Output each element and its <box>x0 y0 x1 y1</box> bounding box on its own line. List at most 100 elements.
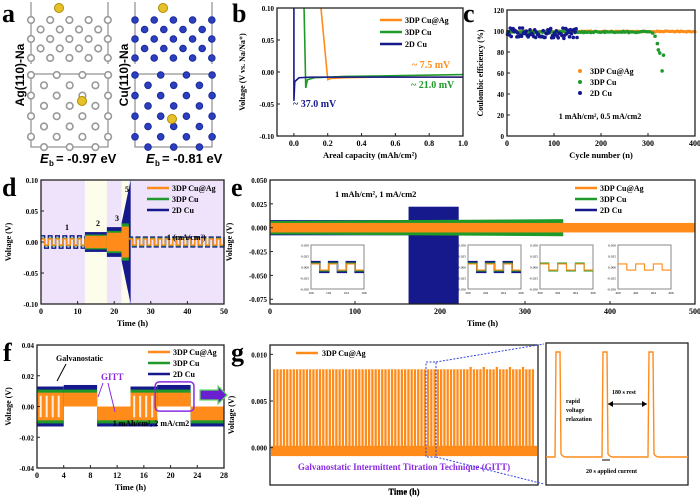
y-tick-label: -0.025 <box>249 249 268 257</box>
atom <box>84 53 93 63</box>
eb-ag: E b = -0.97 eV <box>40 151 117 168</box>
y-axis-label: Coulombic efficiency (%) <box>476 29 485 116</box>
x-tick-label: 100 <box>349 307 361 316</box>
gitt-pulse <box>387 369 390 457</box>
inset-2: -0.050 -0.025 0.000 0.025 0.050 200 202 204 206 <box>457 244 524 296</box>
zoom-selection-box <box>425 361 437 458</box>
gitt-pulse <box>318 369 322 457</box>
gitt-pulse <box>508 366 512 457</box>
inset-y-tick-label: 0.025 <box>608 255 616 259</box>
legend-label: 3DP Cu@Ag <box>172 184 216 193</box>
annotation-cu-ag: ~ 7.5 mV <box>412 60 451 71</box>
point-2d-cu <box>561 26 565 30</box>
x-tick-label: 0.8 <box>424 139 434 148</box>
inset-x-tick-label: 106 <box>361 291 367 295</box>
y-tick-label: -0.05 <box>23 270 38 278</box>
atom <box>169 54 178 62</box>
gitt-pulse <box>443 369 446 457</box>
atom <box>198 25 206 34</box>
gitt-pulse <box>430 369 433 457</box>
arrow-head-icon <box>642 401 647 407</box>
atom <box>150 54 158 62</box>
gitt-pulse <box>456 369 459 457</box>
segment-3dp-cu-ag <box>63 392 98 407</box>
y-tick-label: 0.04 <box>22 342 35 350</box>
inset-y-tick-label: -0.025 <box>300 277 309 281</box>
gitt-pulse <box>322 369 325 457</box>
inset-y-tick-label: -0.050 <box>300 288 309 292</box>
inset-y-tick-label: 0.025 <box>458 255 466 259</box>
na-atom <box>54 3 64 13</box>
atom <box>103 70 113 80</box>
point-2d-cu <box>574 27 578 31</box>
atom <box>169 143 178 151</box>
y-tick-label: 0.05 <box>262 37 275 45</box>
atom <box>26 70 36 80</box>
panel-label-e: e <box>231 173 243 202</box>
legend-marker <box>578 80 582 84</box>
y-axis-label: Voltage (V) <box>225 222 234 261</box>
atom <box>169 102 178 110</box>
inset-y-tick-label: -0.050 <box>607 288 616 292</box>
point-2d-cu <box>533 35 538 40</box>
x-axis-label: Time (h) <box>467 318 498 328</box>
legend-marker <box>578 69 582 73</box>
y-tick-label: 80 <box>497 49 505 57</box>
atom <box>52 112 61 121</box>
gitt-pulse <box>276 369 279 457</box>
gitt-pulse <box>521 366 525 457</box>
x-tick-label: 500 <box>689 307 700 316</box>
gitt-pulse <box>282 369 286 457</box>
atom <box>156 71 165 79</box>
atom <box>160 25 168 34</box>
inset-y-tick-label: 0.025 <box>301 255 309 259</box>
gitt-title-annotation: Galvanostatic Intermittent Titration Tec… <box>298 462 510 472</box>
x-tick-label: 12 <box>113 471 121 480</box>
inset-y-tick-label: 0.000 <box>608 266 616 270</box>
x-tick-label: 24 <box>193 471 201 480</box>
y-tick-label: -0.04 <box>19 465 34 473</box>
segment-3dp-cu-ag <box>97 406 131 421</box>
y-tick-label: -0.05 <box>259 101 274 109</box>
x-tick-label: 0 <box>39 307 43 316</box>
gitt-pulse <box>335 369 338 457</box>
atom <box>208 133 216 141</box>
gitt-pulse <box>498 369 502 457</box>
x-tick-label: 400 <box>689 139 700 148</box>
rate-label: 3 <box>115 214 119 223</box>
inset-x-tick-label: 400 <box>615 291 621 295</box>
x-tick-label: 0.6 <box>390 139 400 148</box>
relaxation-label: rapid <box>566 399 581 405</box>
inset-1: -0.050 -0.025 0.000 0.025 0.050 100 102 104 106 <box>300 244 367 296</box>
atom <box>169 16 178 24</box>
x-tick-label: 0 <box>35 471 39 480</box>
gitt-pulse <box>361 369 364 457</box>
gitt-pulse <box>351 369 354 457</box>
atom <box>140 25 149 34</box>
x-tick-label: 30 <box>147 307 155 316</box>
point-2d-cu <box>520 26 525 30</box>
panel-b-chart: 0.0 0.2 0.4 0.6 0.8 1.0 -0.10 -0.05 0.00 0.05 0.10… <box>238 5 468 160</box>
arrow-head-icon <box>608 401 613 407</box>
atom <box>65 34 74 44</box>
atom <box>94 25 103 34</box>
cycle-gap <box>45 395 48 418</box>
x-tick-label: 20 <box>167 471 175 480</box>
point-3dp-cu <box>660 69 664 73</box>
gitt-pulse <box>354 369 358 457</box>
point-3dp-cu <box>650 31 655 35</box>
atom <box>198 44 206 53</box>
gitt-pulse <box>312 369 315 457</box>
point-2d-cu <box>554 29 559 33</box>
x-tick-label: 28 <box>220 471 228 480</box>
legend-label: 3DP Cu@Ag <box>600 184 644 193</box>
point-2d-cu <box>566 30 571 35</box>
eb-symbol: E <box>146 151 155 166</box>
atom <box>52 132 61 141</box>
point-2d-cu <box>541 28 545 33</box>
gitt-pulse <box>286 369 289 457</box>
plot-frame <box>269 179 696 305</box>
voltage-band-3dp-cu-ag <box>270 222 695 233</box>
atom <box>52 91 61 100</box>
